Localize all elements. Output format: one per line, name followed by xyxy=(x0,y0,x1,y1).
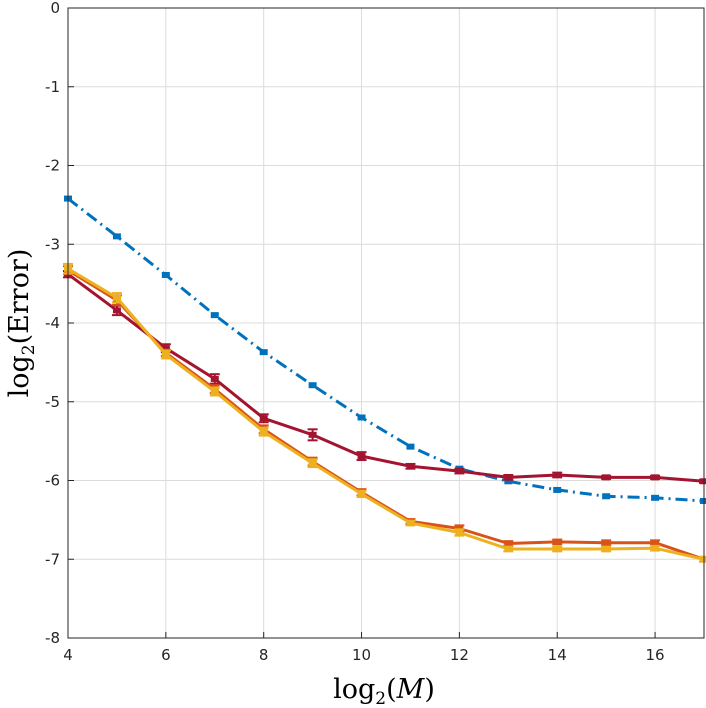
y-tick-label: -6 xyxy=(45,472,60,490)
data-point xyxy=(210,388,219,395)
data-point xyxy=(259,415,268,422)
data-point xyxy=(602,546,611,553)
y-tick-label: -2 xyxy=(45,157,60,175)
data-point xyxy=(406,443,415,450)
x-tick-label: 12 xyxy=(450,646,469,664)
data-point xyxy=(259,349,268,356)
y-tick-label: -4 xyxy=(45,314,60,332)
x-tick-label: 16 xyxy=(646,646,665,664)
data-point xyxy=(406,463,415,470)
y-axis-label: log2(Error) xyxy=(4,249,39,398)
data-point xyxy=(651,494,660,501)
data-point xyxy=(357,490,366,497)
data-point xyxy=(161,351,170,358)
data-point xyxy=(210,375,219,382)
y-tick-label: -1 xyxy=(45,78,60,96)
data-point xyxy=(308,460,317,467)
data-point xyxy=(504,540,513,547)
data-point xyxy=(700,478,706,485)
data-point xyxy=(455,468,464,475)
ticks: 4 6 8 10 12 14 16 0 -1 -2 -3 -4 -5 -6 -7 -8 xyxy=(45,0,665,664)
y-tick-label: -8 xyxy=(45,629,60,647)
y-tick-label: -7 xyxy=(45,550,60,568)
y-tick-label: -3 xyxy=(45,235,60,253)
data-point xyxy=(553,538,562,545)
data-point xyxy=(210,312,219,319)
y-tick-label: 0 xyxy=(50,0,60,17)
data-point xyxy=(651,545,660,552)
data-point xyxy=(406,520,415,527)
data-point xyxy=(259,428,268,435)
series-line xyxy=(66,272,706,483)
data-point xyxy=(161,271,170,278)
data-point xyxy=(553,471,562,478)
data-point xyxy=(308,382,317,389)
data-point xyxy=(357,414,366,421)
data-point xyxy=(700,556,706,563)
data-point xyxy=(602,493,611,500)
data-point xyxy=(308,431,317,438)
data-point xyxy=(504,474,513,481)
data-point xyxy=(651,474,660,481)
data-point xyxy=(357,453,366,460)
x-axis-label: log2(M) xyxy=(333,674,435,708)
data-point xyxy=(455,529,464,536)
x-tick-label: 6 xyxy=(161,646,171,664)
data-point xyxy=(504,478,513,485)
data-point xyxy=(504,546,513,553)
data-point xyxy=(161,345,170,352)
x-tick-label: 8 xyxy=(259,646,269,664)
data-point xyxy=(112,233,121,240)
y-tick-label: -5 xyxy=(45,393,60,411)
data-point xyxy=(112,307,121,314)
series-layer xyxy=(63,195,706,563)
series-0 xyxy=(64,195,706,504)
series-line xyxy=(66,267,706,561)
data-point xyxy=(602,539,611,546)
data-point xyxy=(112,294,121,301)
x-tick-label: 4 xyxy=(63,646,73,664)
data-point xyxy=(553,486,562,493)
data-point xyxy=(602,474,611,481)
data-point xyxy=(553,546,562,553)
x-tick-label: 10 xyxy=(352,646,371,664)
data-point xyxy=(651,539,660,546)
data-point xyxy=(700,497,706,504)
series-line xyxy=(67,197,705,503)
x-tick-label: 14 xyxy=(548,646,567,664)
